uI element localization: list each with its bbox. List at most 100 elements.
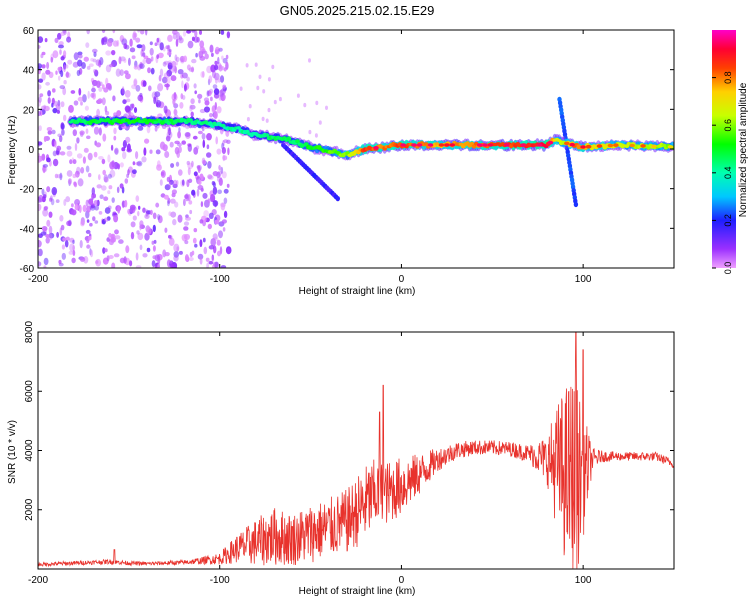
heatmap-speckle [58, 75, 61, 81]
colorbar-ticks: 0.0 0.2 0.4 0.6 0.8 [712, 71, 733, 274]
heatmap-speckle [186, 160, 190, 166]
heatmap-speckle [219, 75, 225, 83]
heatmap-speckle [104, 207, 111, 214]
heatmap-x-tick-label: 0 [399, 274, 405, 285]
heatmap-speckle [113, 135, 117, 141]
heatmap-speckle [222, 227, 226, 232]
heatmap-speckle [213, 88, 220, 95]
heatmap-speckle [185, 216, 191, 221]
heatmap-speckle [195, 52, 198, 58]
heatmap-speckle [89, 222, 93, 227]
heatmap-speckle [59, 135, 63, 143]
heatmap-speckle [83, 56, 90, 62]
heatmap-speckle [193, 171, 198, 177]
heatmap-speckle [167, 34, 173, 43]
heatmap-speckle [55, 70, 58, 75]
heatmap-speckle [262, 89, 266, 94]
heatmap-speckle [175, 56, 180, 63]
heatmap-speckle [138, 205, 141, 210]
heatmap-speckle [179, 102, 184, 109]
heatmap-speckle [199, 46, 205, 52]
heatmap-speckle [141, 156, 147, 163]
heatmap-speckle [103, 87, 109, 93]
heatmap-speckle [180, 93, 184, 100]
heatmap-speckle [106, 237, 110, 242]
heatmap-speckle [176, 246, 180, 252]
heatmap-speckle [41, 105, 46, 111]
heatmap-speckle [210, 193, 216, 203]
heatmap-speckle [73, 181, 77, 186]
heatmap-speckle [113, 253, 120, 258]
heatmap-speckle [85, 229, 91, 234]
heatmap-speckle [117, 205, 121, 214]
colorbar-tick-label: 0.8 [723, 71, 733, 84]
heatmap-speckle [144, 232, 150, 241]
heatmap-speckle [318, 120, 322, 125]
heatmap-speckle [38, 203, 42, 211]
heatmap-speckle [113, 214, 119, 223]
heatmap-speckle [210, 96, 213, 102]
heatmap-speckle [194, 30, 198, 38]
heatmap-speckle [102, 247, 106, 254]
snr-axes: -200 -100 0 100 2000 4000 6000 8000 [24, 320, 674, 586]
heatmap-speckle [207, 90, 212, 97]
heatmap-speckle [132, 30, 137, 39]
heatmap-speckle [68, 104, 74, 113]
heatmap-speckle [103, 217, 109, 222]
heatmap-speckle [147, 67, 151, 74]
heatmap-speckle [43, 206, 48, 211]
heatmap-speckle [56, 231, 59, 238]
heatmap-speckle [79, 256, 86, 262]
heatmap-speckle [38, 156, 42, 163]
heatmap-speckle [101, 84, 105, 90]
heatmap-speckle [208, 88, 214, 94]
heatmap-speckle [61, 123, 65, 130]
heatmap-speckle [157, 214, 161, 220]
heatmap-speckle [59, 49, 62, 55]
heatmap-speckle [81, 62, 86, 69]
heatmap-speckle [59, 172, 63, 181]
heatmap-speckle [166, 69, 172, 77]
heatmap-speckle [164, 151, 170, 158]
heatmap-speckle [76, 166, 81, 175]
heatmap-speckle [181, 140, 186, 145]
heatmap-speckle [190, 66, 195, 73]
heatmap-speckle [72, 249, 76, 256]
heatmap-speckle [186, 30, 192, 34]
heatmap-speckle [68, 219, 72, 227]
heatmap-speckle [204, 100, 210, 106]
heatmap-speckle [186, 64, 191, 71]
heatmap-hotspot [569, 142, 575, 147]
heatmap-speckle [123, 70, 129, 75]
heatmap-speckle [149, 149, 153, 154]
heatmap-speckle [85, 165, 90, 173]
heatmap-speckle [63, 64, 66, 73]
heatmap-speckle [125, 245, 130, 254]
heatmap-speckle [190, 111, 194, 117]
heatmap-speckle [57, 32, 62, 40]
heatmap-speckle [199, 219, 204, 224]
heatmap-speckle [89, 248, 92, 256]
snr-y-tick-label: 6000 [24, 380, 35, 403]
heatmap-speckle [167, 197, 171, 204]
heatmap-speckle [151, 260, 156, 267]
heatmap-hotspot [482, 143, 488, 147]
heatmap-speckle [41, 226, 48, 232]
heatmap-hotspot [640, 144, 646, 148]
heatmap-speckle [46, 61, 50, 70]
heatmap-speckle [308, 58, 311, 63]
heatmap-speckle [72, 61, 79, 68]
heatmap-speckle [90, 92, 95, 98]
heatmap-speckle [227, 248, 231, 255]
heatmap-speckle [136, 160, 143, 167]
heatmap-speckle [63, 30, 67, 35]
heatmap-speckle [218, 177, 223, 186]
heatmap-speckle [133, 65, 138, 70]
heatmap-speckle [132, 161, 136, 166]
heatmap-speckle [145, 57, 152, 65]
heatmap-speckle [239, 86, 243, 91]
heatmap-hotspot [427, 143, 434, 147]
heatmap-speckle [153, 239, 157, 244]
heatmap-speckle [193, 228, 198, 233]
heatmap-speckle [172, 30, 178, 35]
